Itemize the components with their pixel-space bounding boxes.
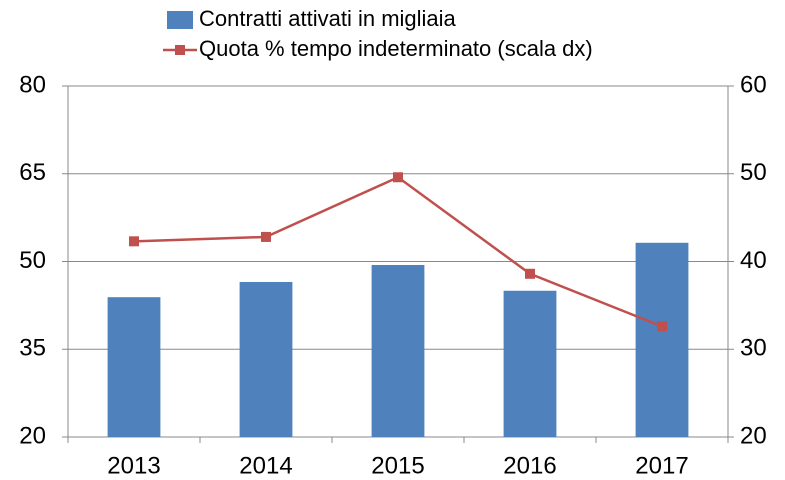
x-tick-label: 2013 [107,452,160,479]
bar [107,297,161,437]
y-tick-label: 50 [19,247,46,274]
line-marker [261,231,271,242]
y2-tick-label: 50 [740,159,767,186]
line-marker [129,236,139,247]
y-tick-label: 35 [19,335,46,362]
y2-tick-label: 20 [740,422,767,449]
y2-tick-label: 40 [740,247,767,274]
x-tick-label: 2014 [239,452,292,479]
x-tick-label: 2017 [635,452,688,479]
legend-label: Quota % tempo indeterminato (scala dx) [199,36,593,61]
bar [635,242,689,437]
x-tick-label: 2015 [371,452,424,479]
legend-swatch [167,11,193,29]
bar [503,290,557,437]
y2-tick-label: 30 [740,335,767,362]
legend-swatch [175,45,185,55]
y-tick-label: 65 [19,159,46,186]
y2-tick-label: 60 [740,71,767,98]
line-marker [657,321,667,332]
x-tick-label: 2016 [503,452,556,479]
legend-label: Contratti attivati in migliaia [199,6,457,31]
bar [371,265,425,437]
bar [239,281,293,437]
y-tick-label: 20 [19,422,46,449]
y-tick-label: 80 [19,71,46,98]
line-marker [525,268,535,279]
line-marker [393,172,403,183]
